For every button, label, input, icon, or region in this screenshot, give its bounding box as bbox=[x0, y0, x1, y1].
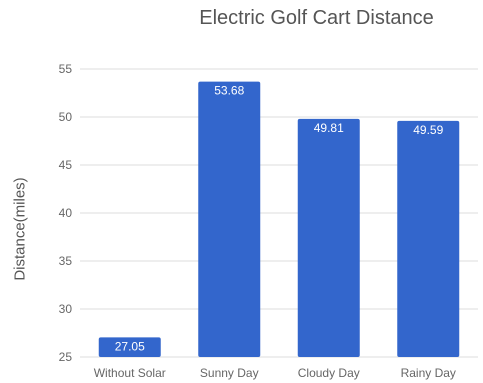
y-tick-label: 30 bbox=[59, 302, 73, 316]
bar bbox=[397, 120, 460, 357]
x-tick-label: Rainy Day bbox=[401, 366, 456, 380]
data-label: 27.05 bbox=[115, 339, 145, 353]
data-label: 53.68 bbox=[214, 84, 244, 98]
bar bbox=[297, 118, 360, 357]
x-tick-label: Without Solar bbox=[94, 366, 166, 380]
data-label: 49.59 bbox=[413, 123, 443, 137]
data-label: 49.81 bbox=[314, 121, 344, 135]
y-tick-label: 50 bbox=[59, 110, 73, 124]
bar bbox=[98, 337, 161, 357]
y-tick-label: 45 bbox=[59, 158, 73, 172]
y-tick-label: 40 bbox=[59, 206, 73, 220]
y-tick-label: 35 bbox=[59, 254, 73, 268]
chart-title: Electric Golf Cart Distance bbox=[199, 7, 434, 29]
y-tick-label: 25 bbox=[59, 350, 73, 364]
x-tick-label: Cloudy Day bbox=[298, 366, 360, 380]
x-tick-label: Sunny Day bbox=[200, 366, 259, 380]
bar bbox=[198, 81, 261, 357]
y-tick-label: 55 bbox=[59, 62, 73, 76]
